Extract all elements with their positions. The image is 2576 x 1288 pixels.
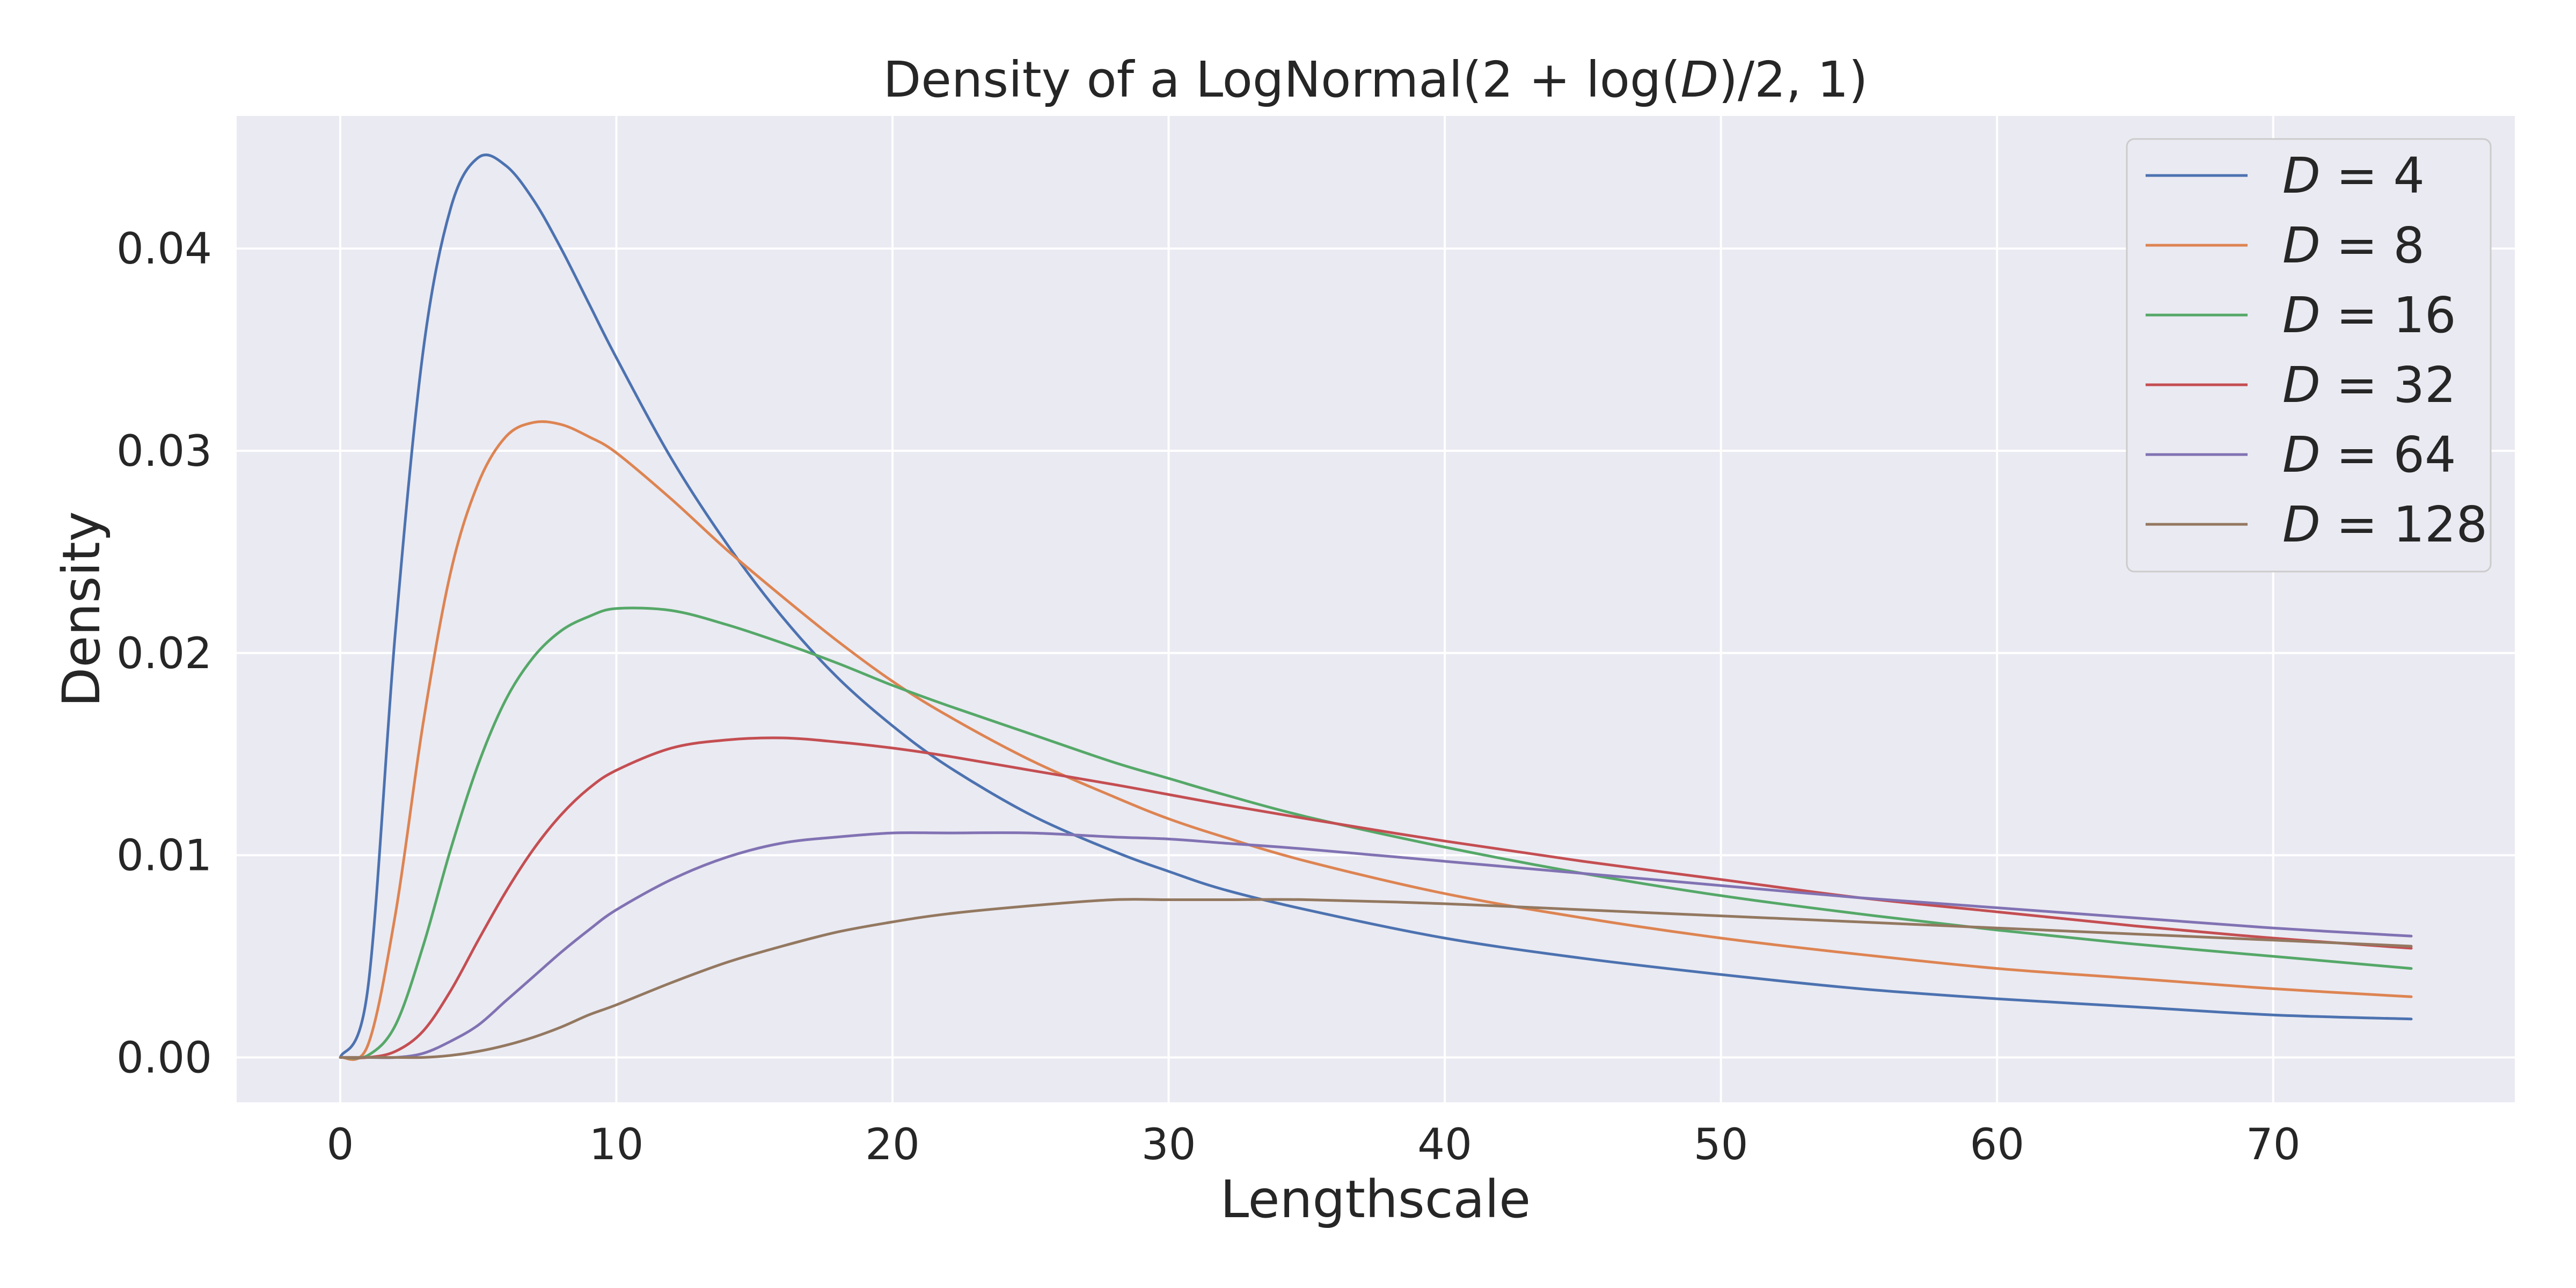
legend-label: D = 4: [2282, 147, 2425, 204]
x-tick-label: 50: [1694, 1119, 1748, 1169]
legend-label: D = 128: [2282, 496, 2487, 553]
title-variable: D: [1680, 51, 1718, 108]
y-tick-label: 0.02: [116, 628, 212, 678]
y-axis-label: Density: [52, 511, 112, 707]
legend-label: D = 16: [2282, 287, 2456, 344]
legend: D = 4 D = 8 D = 16 D = 32 D = 64 D = 128: [2126, 138, 2492, 573]
x-tick-label: 20: [865, 1119, 920, 1169]
x-tick-label: 60: [1970, 1119, 2024, 1169]
y-tick-labels: 0.00 0.01 0.02 0.03 0.04: [116, 224, 212, 1082]
x-tick-label: 70: [2246, 1119, 2301, 1169]
y-tick-label: 0.00: [116, 1033, 212, 1082]
series-line-2: [339, 420, 2413, 1061]
x-tick-label: 10: [589, 1119, 644, 1169]
series-line-1: [339, 153, 2413, 1059]
y-tick-label: 0.04: [116, 224, 212, 274]
series-line-3: [339, 606, 2413, 1060]
x-tick-labels: 0 10 20 30 40 50 60 70: [327, 1119, 2301, 1169]
x-tick-label: 30: [1141, 1119, 1196, 1169]
series-line-6: [339, 898, 2413, 1059]
title-suffix: )/2, 1): [1718, 51, 1868, 108]
legend-label: D = 32: [2282, 356, 2456, 414]
legend-box: [2126, 138, 2492, 573]
series-line-4: [339, 736, 2413, 1059]
y-tick-label: 0.03: [116, 426, 212, 476]
legend-label: D = 8: [2282, 217, 2425, 274]
x-axis-label: Lengthscale: [1220, 1169, 1531, 1230]
series-line-5: [339, 831, 2413, 1059]
series-lines: [339, 153, 2413, 1061]
x-tick-label: 40: [1417, 1119, 1472, 1169]
x-tick-label: 0: [327, 1119, 354, 1169]
title-prefix: Density of a LogNormal(2 + log(: [883, 51, 1680, 108]
legend-label: D = 64: [2282, 426, 2456, 484]
chart-title: Density of a LogNormal(2 + log(D)/2, 1): [883, 51, 1868, 108]
y-tick-label: 0.01: [116, 831, 212, 881]
